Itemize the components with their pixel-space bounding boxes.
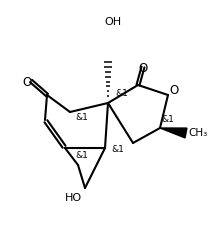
Text: &1: &1 (76, 150, 88, 160)
Text: CH₃: CH₃ (188, 128, 208, 138)
Polygon shape (160, 128, 187, 138)
Text: &1: &1 (116, 88, 128, 98)
Text: &1: &1 (76, 114, 88, 123)
Text: HO: HO (65, 193, 82, 203)
Text: O: O (138, 63, 148, 76)
Text: &1: &1 (112, 145, 124, 155)
Text: O: O (169, 84, 179, 96)
Text: OH: OH (105, 17, 122, 27)
Text: O: O (22, 76, 32, 88)
Text: &1: &1 (162, 115, 174, 125)
